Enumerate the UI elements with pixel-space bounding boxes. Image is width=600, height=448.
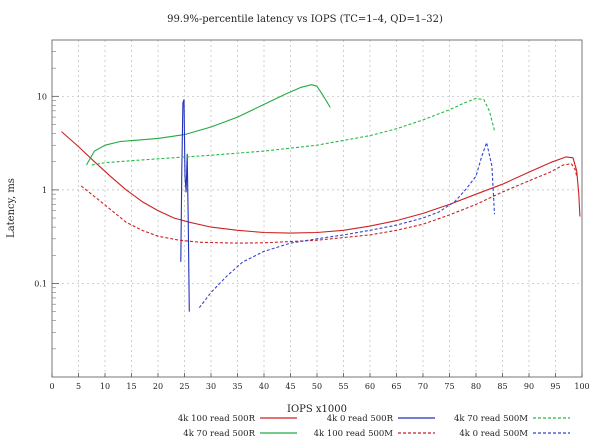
x-tick-label: 85 <box>497 382 507 391</box>
legend-label: 4k 70 read 500M <box>454 414 528 424</box>
y-axis-label: Latency, ms <box>6 178 17 238</box>
x-tick-label: 25 <box>179 382 189 391</box>
x-tick-label: 15 <box>126 382 136 391</box>
x-axis-label: IOPS x1000 <box>287 404 347 415</box>
x-tick-label: 90 <box>524 382 534 391</box>
legend-label: 4k 100 read 500R <box>178 414 256 424</box>
legend-label: 4k 100 read 500M <box>314 429 394 439</box>
x-tick-label: 70 <box>418 382 428 391</box>
x-tick-label: 30 <box>206 382 216 391</box>
y-tick-label: 10 <box>37 92 47 101</box>
y-tick-label: 1 <box>42 186 47 195</box>
x-tick-label: 100 <box>574 382 589 391</box>
series-4k-0-read-500m <box>198 142 496 309</box>
series-group <box>61 84 581 312</box>
series-4k-0-read-500r <box>180 99 190 312</box>
legend-label: 4k 0 read 500R <box>327 414 394 424</box>
x-tick-label: 55 <box>338 382 348 391</box>
series-4k-70-read-500r <box>86 84 331 166</box>
grid <box>51 40 583 377</box>
x-tick-label: 35 <box>232 382 242 391</box>
series-4k-70-read-500m <box>91 97 496 166</box>
x-tick-label: 45 <box>285 382 295 391</box>
x-axis: 0 5 10 15 20 25 30 35 40 45 50 55 60 65 70 75 80 85 90 95 10… <box>49 373 590 391</box>
x-tick-label: 10 <box>100 382 110 391</box>
x-tick-label: 65 <box>391 382 401 391</box>
y-axis: 0.1 1 10 <box>34 39 59 350</box>
series-4k-100-read-500r <box>61 131 581 234</box>
x-tick-label: 20 <box>153 382 163 391</box>
x-tick-label: 95 <box>550 382 560 391</box>
x-tick-label: 50 <box>312 382 322 391</box>
x-tick-label: 60 <box>365 382 375 391</box>
legend-label: 4k 0 read 500M <box>459 429 528 439</box>
legend: 4k 100 read 500R 4k 0 read 500R 4k 70 read… <box>178 414 570 439</box>
x-tick-label: 80 <box>471 382 481 391</box>
x-tick-label: 0 <box>49 382 54 391</box>
legend-label: 4k 70 read 500R <box>183 429 255 439</box>
y-tick-label: 0.1 <box>34 279 47 288</box>
x-tick-label: 75 <box>444 382 454 391</box>
series-4k-100-read-500m <box>80 163 578 244</box>
x-tick-label: 5 <box>76 382 81 391</box>
chart-title: 99.9%-percentile latency vs IOPS (TC=1–4… <box>167 14 443 25</box>
x-tick-label: 40 <box>259 382 269 391</box>
